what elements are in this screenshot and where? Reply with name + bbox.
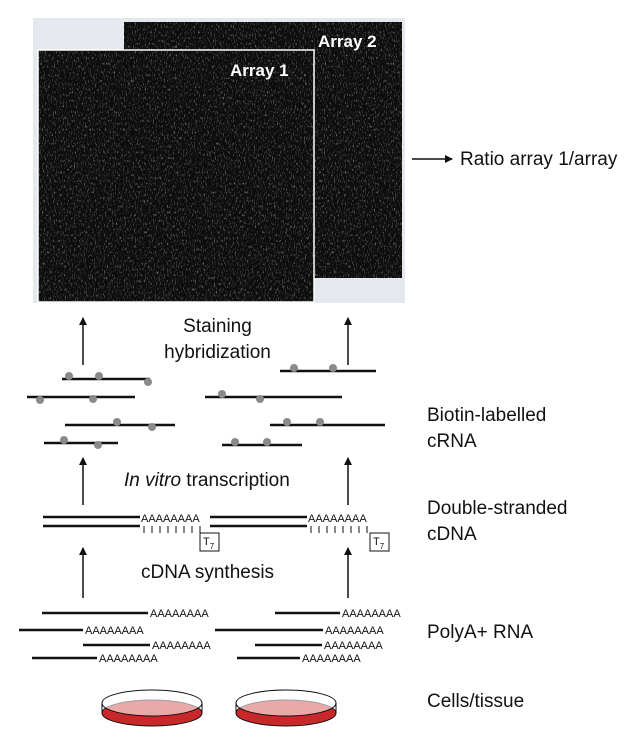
biotin-dots (36, 364, 337, 449)
in-vitro-transcription-label: In vitro transcription (124, 468, 290, 494)
petri-dish-right (235, 689, 337, 727)
petri-dish-left (101, 689, 203, 727)
array-1-image (37, 49, 315, 303)
polya-tail: AAAAAAAA (324, 640, 383, 652)
polya-tail: AAAAAAAA (150, 608, 209, 620)
t7-box-left (199, 532, 220, 552)
ds-polya-tail-left: AAAAAAAA (141, 513, 200, 525)
ratio-label: Ratio array 1/array (460, 149, 618, 170)
ds-cdna-ticks (143, 526, 368, 533)
polya-rna-label: PolyA+ RNA (427, 622, 534, 643)
polya-tail: AAAAAAAA (342, 608, 401, 620)
in-vitro-italic: In vitro (124, 470, 182, 491)
crna-strands (27, 364, 385, 449)
ds-line2: cDNA (427, 523, 477, 545)
polya-tail: AAAAAAAA (302, 653, 361, 665)
polya-tail: AAAAAAAA (85, 625, 144, 637)
ds-line1: Double-stranded (427, 498, 568, 519)
cell-culture-dishes (101, 689, 337, 727)
biotin-crna-label: Biotin-labelled cRNA (427, 403, 546, 454)
array-panel: Array 2 Array 1 (33, 18, 405, 303)
array-2-label: Array 2 (318, 32, 377, 51)
polya-tail: AAAAAAAA (325, 625, 384, 637)
polya-rna: AAAAAAAA AAAAAAAA AAAAAAAA AAAAAAAA AAAA… (19, 608, 401, 665)
cdna-synthesis-label: cDNA synthesis (141, 562, 275, 583)
staining-hybridization-label: Staining hybridization (140, 314, 295, 365)
flow-arrows (79, 317, 352, 598)
cells-tissue-label: Cells/tissue (427, 691, 525, 712)
double-stranded-cdna-label: Double-stranded cDNA (427, 496, 567, 547)
array-1-label: Array 1 (230, 61, 289, 80)
transcription-text: transcription (181, 470, 290, 491)
staining-label: Staining (183, 316, 252, 337)
biotin-line1: Biotin-labelled (427, 405, 547, 426)
hybridization-label: hybridization (164, 341, 271, 363)
ds-cdna: AAAAAAAA AAAAAAAA T7 T7 (43, 513, 390, 552)
polya-tail: AAAAAAAA (99, 653, 158, 665)
biotin-line2: cRNA (427, 430, 477, 452)
polya-tail: AAAAAAAA (152, 640, 211, 652)
t7-label-left: T7 (203, 536, 215, 551)
t7-label-right: T7 (373, 536, 385, 551)
t7-box-right (369, 532, 390, 552)
ds-polya-tail-right: AAAAAAAA (308, 513, 367, 525)
